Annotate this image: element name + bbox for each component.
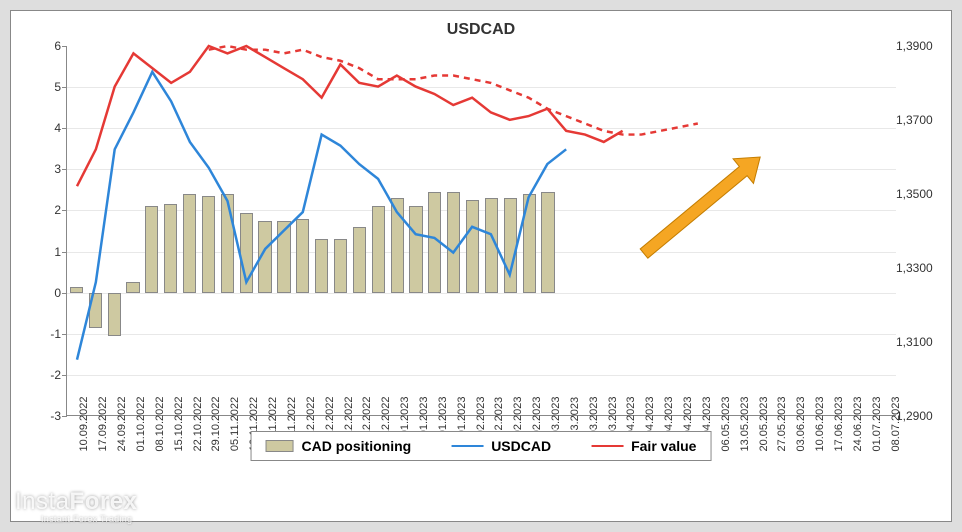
x-tick: 01.07.2023: [871, 396, 883, 451]
watermark-prefix: Insta: [15, 488, 70, 515]
chart-title: USDCAD: [11, 21, 951, 39]
x-tick: 01.10.2022: [135, 396, 147, 451]
chart-container: USDCAD -3-2-10123456 1,29001,31001,33001…: [10, 10, 952, 522]
watermark-brand: InstaForex: [15, 488, 137, 516]
y-right-tick: 1,3300: [896, 261, 933, 275]
legend: CAD positioning USDCAD Fair value: [251, 431, 712, 461]
x-tick: 08.07.2023: [890, 396, 902, 451]
x-axis: 10.09.202217.09.202224.09.202201.10.2022…: [66, 416, 896, 506]
x-tick: 17.09.2022: [97, 396, 109, 451]
y-left-tick: -1: [31, 327, 61, 341]
y-left-tick: -3: [31, 409, 61, 423]
y-left-tick: 5: [31, 80, 61, 94]
x-tick: 17.06.2023: [833, 396, 845, 451]
x-tick: 08.10.2022: [154, 396, 166, 451]
x-tick: 29.10.2022: [210, 396, 222, 451]
y-left-tick: 2: [31, 203, 61, 217]
y-left-tick: 1: [31, 245, 61, 259]
y-left-tick: 0: [31, 286, 61, 300]
x-tick: 24.09.2022: [116, 396, 128, 451]
legend-label: Fair value: [631, 438, 696, 454]
watermark-tagline: Instant Forex Trading: [41, 514, 137, 524]
y-right-tick: 1,3700: [896, 113, 933, 127]
x-tick: 10.09.2022: [78, 396, 90, 451]
x-tick: 24.06.2023: [852, 396, 864, 451]
y-right-tick: 1,3100: [896, 335, 933, 349]
y-axis-right: 1,29001,31001,33001,35001,37001,3900: [896, 46, 941, 416]
y-right-tick: 1,3500: [896, 187, 933, 201]
x-tick: 22.10.2022: [192, 396, 204, 451]
legend-item-bars: CAD positioning: [266, 438, 412, 454]
legend-swatch-line: [591, 445, 623, 447]
y-right-tick: 1,3900: [896, 39, 933, 53]
legend-label: USDCAD: [491, 438, 551, 454]
y-left-tick: 4: [31, 121, 61, 135]
y-left-tick: 3: [31, 162, 61, 176]
y-left-tick: -2: [31, 368, 61, 382]
x-tick: 15.10.2022: [173, 396, 185, 451]
watermark-suffix: Forex: [70, 488, 138, 515]
legend-item-usdcad: USDCAD: [451, 438, 551, 454]
x-tick: 13.05.2023: [739, 396, 751, 451]
plot-area: [66, 46, 896, 416]
x-tick: 05.11.2022: [229, 397, 241, 451]
x-tick: 03.06.2023: [795, 396, 807, 451]
watermark: InstaForex Instant Forex Trading: [15, 488, 137, 524]
y-left-tick: 6: [31, 39, 61, 53]
legend-label: CAD positioning: [302, 438, 412, 454]
x-tick: 06.05.2023: [720, 396, 732, 451]
legend-swatch-line: [451, 445, 483, 447]
trend-arrow: [624, 137, 780, 274]
y-axis-left: -3-2-10123456: [31, 46, 61, 416]
x-tick: 20.05.2023: [758, 396, 770, 451]
x-tick: 27.05.2023: [776, 396, 788, 451]
x-tick: 10.06.2023: [814, 396, 826, 451]
legend-swatch-bar: [266, 440, 294, 452]
legend-item-fair: Fair value: [591, 438, 696, 454]
